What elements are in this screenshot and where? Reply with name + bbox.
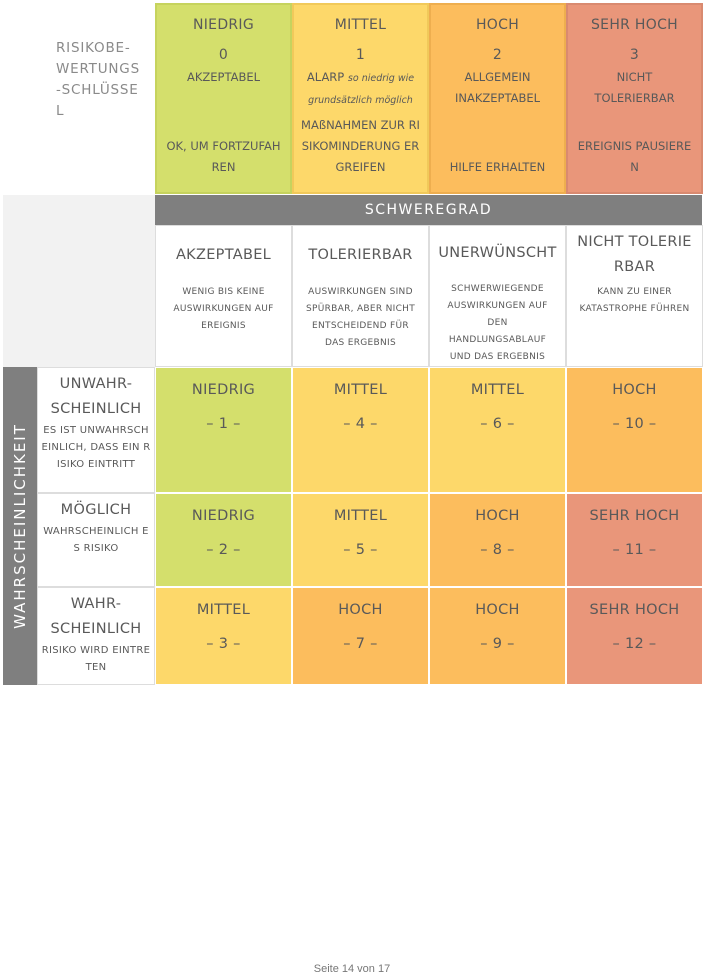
- risk-level: MITTEL: [333, 382, 388, 398]
- level-number: 1: [355, 47, 366, 63]
- severity-name: TOLERIERBAR: [300, 226, 420, 284]
- level-action: MAßNAHMEN ZUR RISIKOMINDERUNG ERGREIFEN: [301, 118, 420, 174]
- name: AKZEPTABEL: [175, 246, 272, 263]
- risk-level: SEHR HOCH: [589, 602, 680, 618]
- risk-score: – 1 –: [206, 416, 241, 432]
- risk-level: MITTEL: [196, 602, 251, 618]
- level-description: ALARP so niedrig wie grundsätzlich mögli…: [294, 67, 427, 111]
- risk-cell: NIEDRIG – 1 –: [155, 367, 292, 493]
- risk-cell: SEHR HOCH – 11 –: [566, 493, 703, 587]
- risk-cell: MITTEL – 6 –: [429, 367, 566, 493]
- risk-cell: HOCH – 10 –: [566, 367, 703, 493]
- risk-level: NIEDRIG: [191, 382, 256, 398]
- level-description: NICHT TOLERIERBAR: [568, 67, 701, 109]
- risk-score: – 4 –: [343, 416, 378, 432]
- risk-level: HOCH: [612, 382, 657, 398]
- page-footer: Seite 14 von 17: [313, 963, 391, 975]
- key-cell: SEHR HOCH 3 NICHT TOLERIERBAR EREIGNIS PAUS…: [566, 3, 703, 194]
- risk-score: – 3 –: [206, 636, 241, 652]
- level-name: MITTEL: [334, 17, 387, 33]
- risk-cell: NIEDRIG – 2 –: [155, 493, 292, 587]
- risk-level: HOCH: [338, 602, 383, 618]
- risk-score: – 10 –: [612, 416, 657, 432]
- severity-column: TOLERIERBAR AUSWIRKUNGEN SIND SPÜRBAR, AB…: [292, 225, 429, 367]
- level-action: EREIGNIS PAUSIEREN: [577, 139, 692, 174]
- severity-description: KANN ZU EINER KATASTROPHE FÜHREN: [579, 287, 690, 314]
- level-number: 2: [492, 47, 503, 63]
- likelihood-description: ES IST UNWAHRSCHEINLICH, DASS EIN RISIKO…: [41, 425, 151, 470]
- risk-cell: SEHR HOCH – 12 –: [566, 587, 703, 685]
- level-name: SEHR HOCH: [591, 17, 678, 33]
- risk-level: HOCH: [475, 602, 520, 618]
- description: ALLGEMEIN INAKZEPTABEL: [454, 70, 541, 105]
- risk-score: – 12 –: [612, 636, 657, 652]
- level-name: NIEDRIG: [192, 17, 255, 33]
- level-action: OK, UM FORTZUFAHREN: [166, 139, 281, 174]
- description: NICHT TOLERIERBAR: [594, 70, 675, 105]
- severity-column: NICHT TOLERIERBAR KANN ZU EINER KATASTROP…: [566, 225, 703, 367]
- risk-score: – 2 –: [206, 542, 241, 558]
- risk-score: – 5 –: [343, 542, 378, 558]
- risk-cell: MITTEL – 3 –: [155, 587, 292, 685]
- description: ALARP: [306, 70, 345, 84]
- risk-level: HOCH: [475, 508, 520, 524]
- note: so niedrig wie grundsätzlich möglich: [308, 73, 415, 106]
- risk-score: – 11 –: [612, 542, 657, 558]
- likelihood-name: WAHR-SCHEINLICH: [50, 596, 142, 637]
- severity-description: AUSWIRKUNGEN SIND SPÜRBAR, ABER NICHT EN…: [305, 287, 416, 348]
- level-description: ALLGEMEIN INAKZEPTABEL: [431, 67, 564, 109]
- risk-score: – 6 –: [480, 416, 515, 432]
- key-label: RISIKOBE-WERTUNGS-SCHLÜSSEL: [56, 40, 140, 119]
- risk-level: MITTEL: [470, 382, 525, 398]
- risk-cell: HOCH – 8 –: [429, 493, 566, 587]
- risk-cell: HOCH – 9 –: [429, 587, 566, 685]
- description: AKZEPTABEL: [186, 70, 261, 84]
- risk-level: SEHR HOCH: [589, 508, 680, 524]
- key-cell: MITTEL 1 ALARP so niedrig wie grundsätzlic…: [292, 3, 429, 194]
- key-cell: NIEDRIG 0 AKZEPTABEL OK, UM FORTZUFAHREN: [155, 3, 292, 194]
- risk-cell: MITTEL – 5 –: [292, 493, 429, 587]
- risk-score: – 8 –: [480, 542, 515, 558]
- likelihood-name: MÖGLICH: [60, 502, 132, 518]
- name: NICHT TOLERIERBAR: [577, 234, 692, 275]
- name: UNERWÜNSCHT: [438, 245, 557, 261]
- severity-name: UNERWÜNSCHT: [430, 226, 564, 281]
- level-name: HOCH: [475, 17, 520, 33]
- blank-cell: [3, 195, 155, 367]
- likelihood-text: WAHRSCHEINLICHKEIT: [11, 423, 29, 629]
- severity-column: AKZEPTABEL WENIG BIS KEINE AUSWIRKUNGEN A…: [155, 225, 292, 367]
- severity-name: AKZEPTABEL: [168, 226, 279, 284]
- risk-score: – 7 –: [343, 636, 378, 652]
- level-number: 0: [218, 47, 229, 63]
- level-description: AKZEPTABEL: [179, 67, 268, 88]
- risk-level: MITTEL: [333, 508, 388, 524]
- risk-cell: HOCH – 7 –: [292, 587, 429, 685]
- risk-level: NIEDRIG: [191, 508, 256, 524]
- likelihood-description: WAHRSCHEINLICH ES RISIKO: [43, 526, 149, 554]
- likelihood-title: WAHRSCHEINLICHKEIT: [3, 367, 37, 685]
- likelihood-row-label: MÖGLICH WAHRSCHEINLICH ES RISIKO: [37, 493, 155, 587]
- key-cell: HOCH 2 ALLGEMEIN INAKZEPTABEL HILFE ERHALTE…: [429, 3, 566, 194]
- name: TOLERIERBAR: [308, 246, 413, 263]
- level-action: HILFE ERHALTEN: [449, 160, 546, 174]
- likelihood-description: RISIKO WIRD EINTRETEN: [41, 645, 151, 673]
- severity-description: SCHWERWIEGENDE AUSWIRKUNGEN AUF DEN HAND…: [447, 284, 548, 362]
- severity-column: UNERWÜNSCHT SCHWERWIEGENDE AUSWIRKUNGEN A…: [429, 225, 566, 367]
- likelihood-row-label: WAHR-SCHEINLICH RISIKO WIRD EINTRETEN: [37, 587, 155, 685]
- severity-description: WENIG BIS KEINE AUSWIRKUNGEN AUF EREIGNI…: [173, 287, 274, 331]
- likelihood-row-label: UNWAHR-SCHEINLICH ES IST UNWAHRSCHEINLICH…: [37, 367, 155, 493]
- severity-title: SCHWEREGRAD: [155, 195, 702, 225]
- likelihood-name: UNWAHR-SCHEINLICH: [50, 376, 142, 417]
- risk-cell: MITTEL – 4 –: [292, 367, 429, 493]
- risk-score: – 9 –: [480, 636, 515, 652]
- level-number: 3: [629, 47, 640, 63]
- severity-name: NICHT TOLERIERBAR: [567, 226, 702, 284]
